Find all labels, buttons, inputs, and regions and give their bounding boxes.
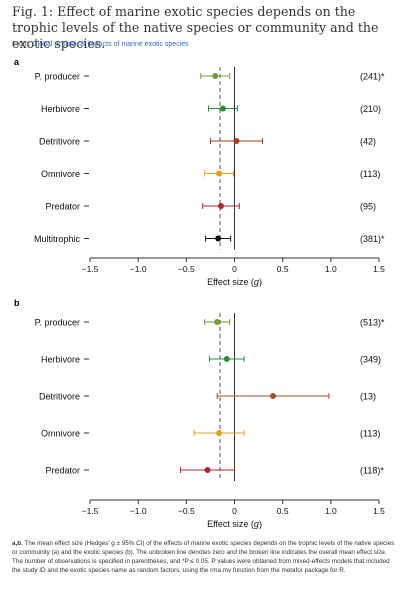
x-axis-title: Effect size (g) <box>207 277 262 287</box>
point-detritivore <box>270 393 277 399</box>
panel-letter-b: b <box>14 298 20 308</box>
x-tick-label: 0.5 <box>277 264 289 274</box>
n-label-detritivore: (13) <box>360 392 376 402</box>
panel-letter-a: a <box>14 57 20 67</box>
row-label-herbivore: Herbivore <box>41 104 80 114</box>
n-label-multitrophic: (381)* <box>360 234 385 244</box>
n-label-herbivore: (349) <box>360 355 381 365</box>
n-label-predator: (118)* <box>360 466 384 476</box>
row-label-omnivore: Omnivore <box>41 429 80 439</box>
row-label-herbivore: Herbivore <box>41 355 80 365</box>
figure-caption: a,b, The mean effect size (Hedges’ g ± 9… <box>12 539 396 575</box>
row-label-p-producer: P. producer <box>35 72 80 82</box>
x-tick-label: 1.5 <box>373 506 385 516</box>
x-tick-label: −1.5 <box>82 264 99 274</box>
point-predator <box>204 467 211 473</box>
source-prefix: From: <box>12 41 33 48</box>
x-tick-label: −1.0 <box>130 264 147 274</box>
point-herbivore <box>219 105 226 112</box>
point-p-producer <box>214 319 221 325</box>
x-tick-label: −1.0 <box>130 506 147 516</box>
n-label-omnivore: (113) <box>360 169 380 179</box>
row-label-omnivore: Omnivore <box>41 169 80 179</box>
point-omnivore <box>216 170 223 177</box>
x-tick-label: 1.0 <box>325 264 337 274</box>
row-label-detritivore: Detritivore <box>39 392 80 402</box>
forest-plot-b: P. producer (513)* Herbivore (349) Detritivo… <box>35 313 385 529</box>
row-label-p-producer: P. producer <box>35 318 80 328</box>
x-tick-label: 0 <box>232 264 237 274</box>
x-tick-label: 1.5 <box>373 264 385 274</box>
n-label-detritivore: (42) <box>360 137 376 147</box>
point-p-producer <box>212 73 219 79</box>
point-multitrophic <box>215 235 222 242</box>
point-omnivore <box>216 430 223 436</box>
n-label-omnivore: (113) <box>360 429 380 439</box>
n-label-p-producer: (513)* <box>360 318 385 328</box>
n-label-herbivore: (210) <box>360 104 381 114</box>
point-herbivore <box>223 356 230 362</box>
caption-text: , The mean effect size (Hedges’ g ± 95% … <box>12 540 395 574</box>
x-tick-label: −0.5 <box>178 264 195 274</box>
point-predator <box>218 203 225 209</box>
row-label-detritivore: Detritivore <box>39 137 80 147</box>
source-article-link[interactable]: Global ecological impacts of marine exot… <box>32 41 189 48</box>
row-label-predator: Predator <box>45 466 80 476</box>
x-axis-title: Effect size (g) <box>207 519 262 529</box>
figure-title: Fig. 1: Effect of marine exotic species … <box>12 4 379 51</box>
row-label-multitrophic: Multitrophic <box>34 234 81 244</box>
n-label-p-producer: (241)* <box>360 72 385 82</box>
x-tick-label: 1.0 <box>325 506 337 516</box>
forest-plot-a: P. producer (241)* Herbivore (210) Detritivo… <box>34 67 385 287</box>
source-line: From: Global ecological impacts of marin… <box>12 41 189 48</box>
n-label-predator: (95) <box>360 202 376 212</box>
row-label-predator: Predator <box>45 202 80 212</box>
x-tick-label: 0 <box>232 506 237 516</box>
x-tick-label: −1.5 <box>82 506 99 516</box>
x-tick-label: −0.5 <box>178 506 195 516</box>
point-detritivore <box>233 138 240 144</box>
caption-panel-letters: a,b <box>12 540 22 547</box>
x-tick-label: 0.5 <box>277 506 289 516</box>
